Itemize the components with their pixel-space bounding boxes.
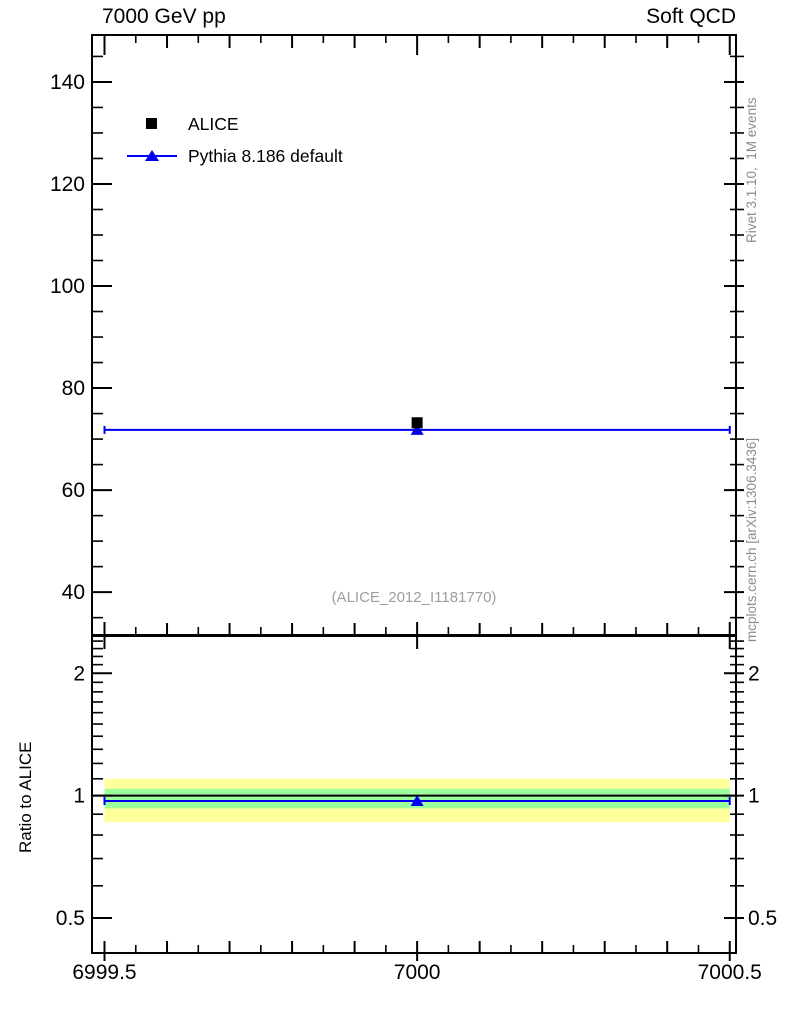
y-axis-tick-label: 40: [62, 581, 85, 604]
y-axis-tick-label: 120: [50, 173, 85, 196]
legend-label-pythia: Pythia 8.186 default: [188, 145, 343, 166]
x-axis-tick-label: 7000: [394, 961, 441, 984]
x-axis-tick-label: 6999.5: [72, 961, 136, 984]
filled-square-icon: [146, 118, 157, 129]
x-axis-tick-label: 7000.5: [698, 961, 762, 984]
filled-triangle-icon: [145, 150, 159, 161]
main-panel-frame: [91, 34, 737, 636]
legend-item-pythia: Pythia 8.186 default: [126, 140, 343, 172]
legend-label-alice: ALICE: [188, 113, 239, 134]
alice-marker-cell: [126, 113, 178, 135]
ratio-tick-label-right: 0.5: [748, 907, 777, 930]
y-axis-tick-label: 100: [50, 275, 85, 298]
legend: ALICE Pythia 8.186 default: [126, 108, 343, 172]
alice-data-point: [411, 417, 423, 429]
ratio-panel-frame: [91, 635, 737, 954]
ratio-tick-label-left: 0.5: [56, 907, 85, 930]
ratio-tick-label-left: 1: [73, 785, 85, 808]
y-axis-tick-label: 60: [62, 479, 85, 502]
ratio-tick-label-right: 1: [748, 785, 760, 808]
y-axis-tick-label: 140: [50, 71, 85, 94]
page-title-beam: 7000 GeV pp: [102, 5, 226, 28]
analysis-id-watermark: (ALICE_2012_I1181770): [331, 589, 497, 606]
ratio-tick-label-left: 2: [73, 662, 85, 685]
ratio-tick-label-right: 2: [748, 662, 760, 685]
legend-item-alice: ALICE: [126, 108, 343, 140]
page-title-process-group: Soft QCD: [646, 5, 736, 28]
pythia-marker-main: [410, 423, 424, 435]
y-axis-tick-label: 80: [62, 377, 85, 400]
pythia-marker-cell: [126, 145, 178, 167]
pythia-marker-ratio: [410, 794, 424, 806]
